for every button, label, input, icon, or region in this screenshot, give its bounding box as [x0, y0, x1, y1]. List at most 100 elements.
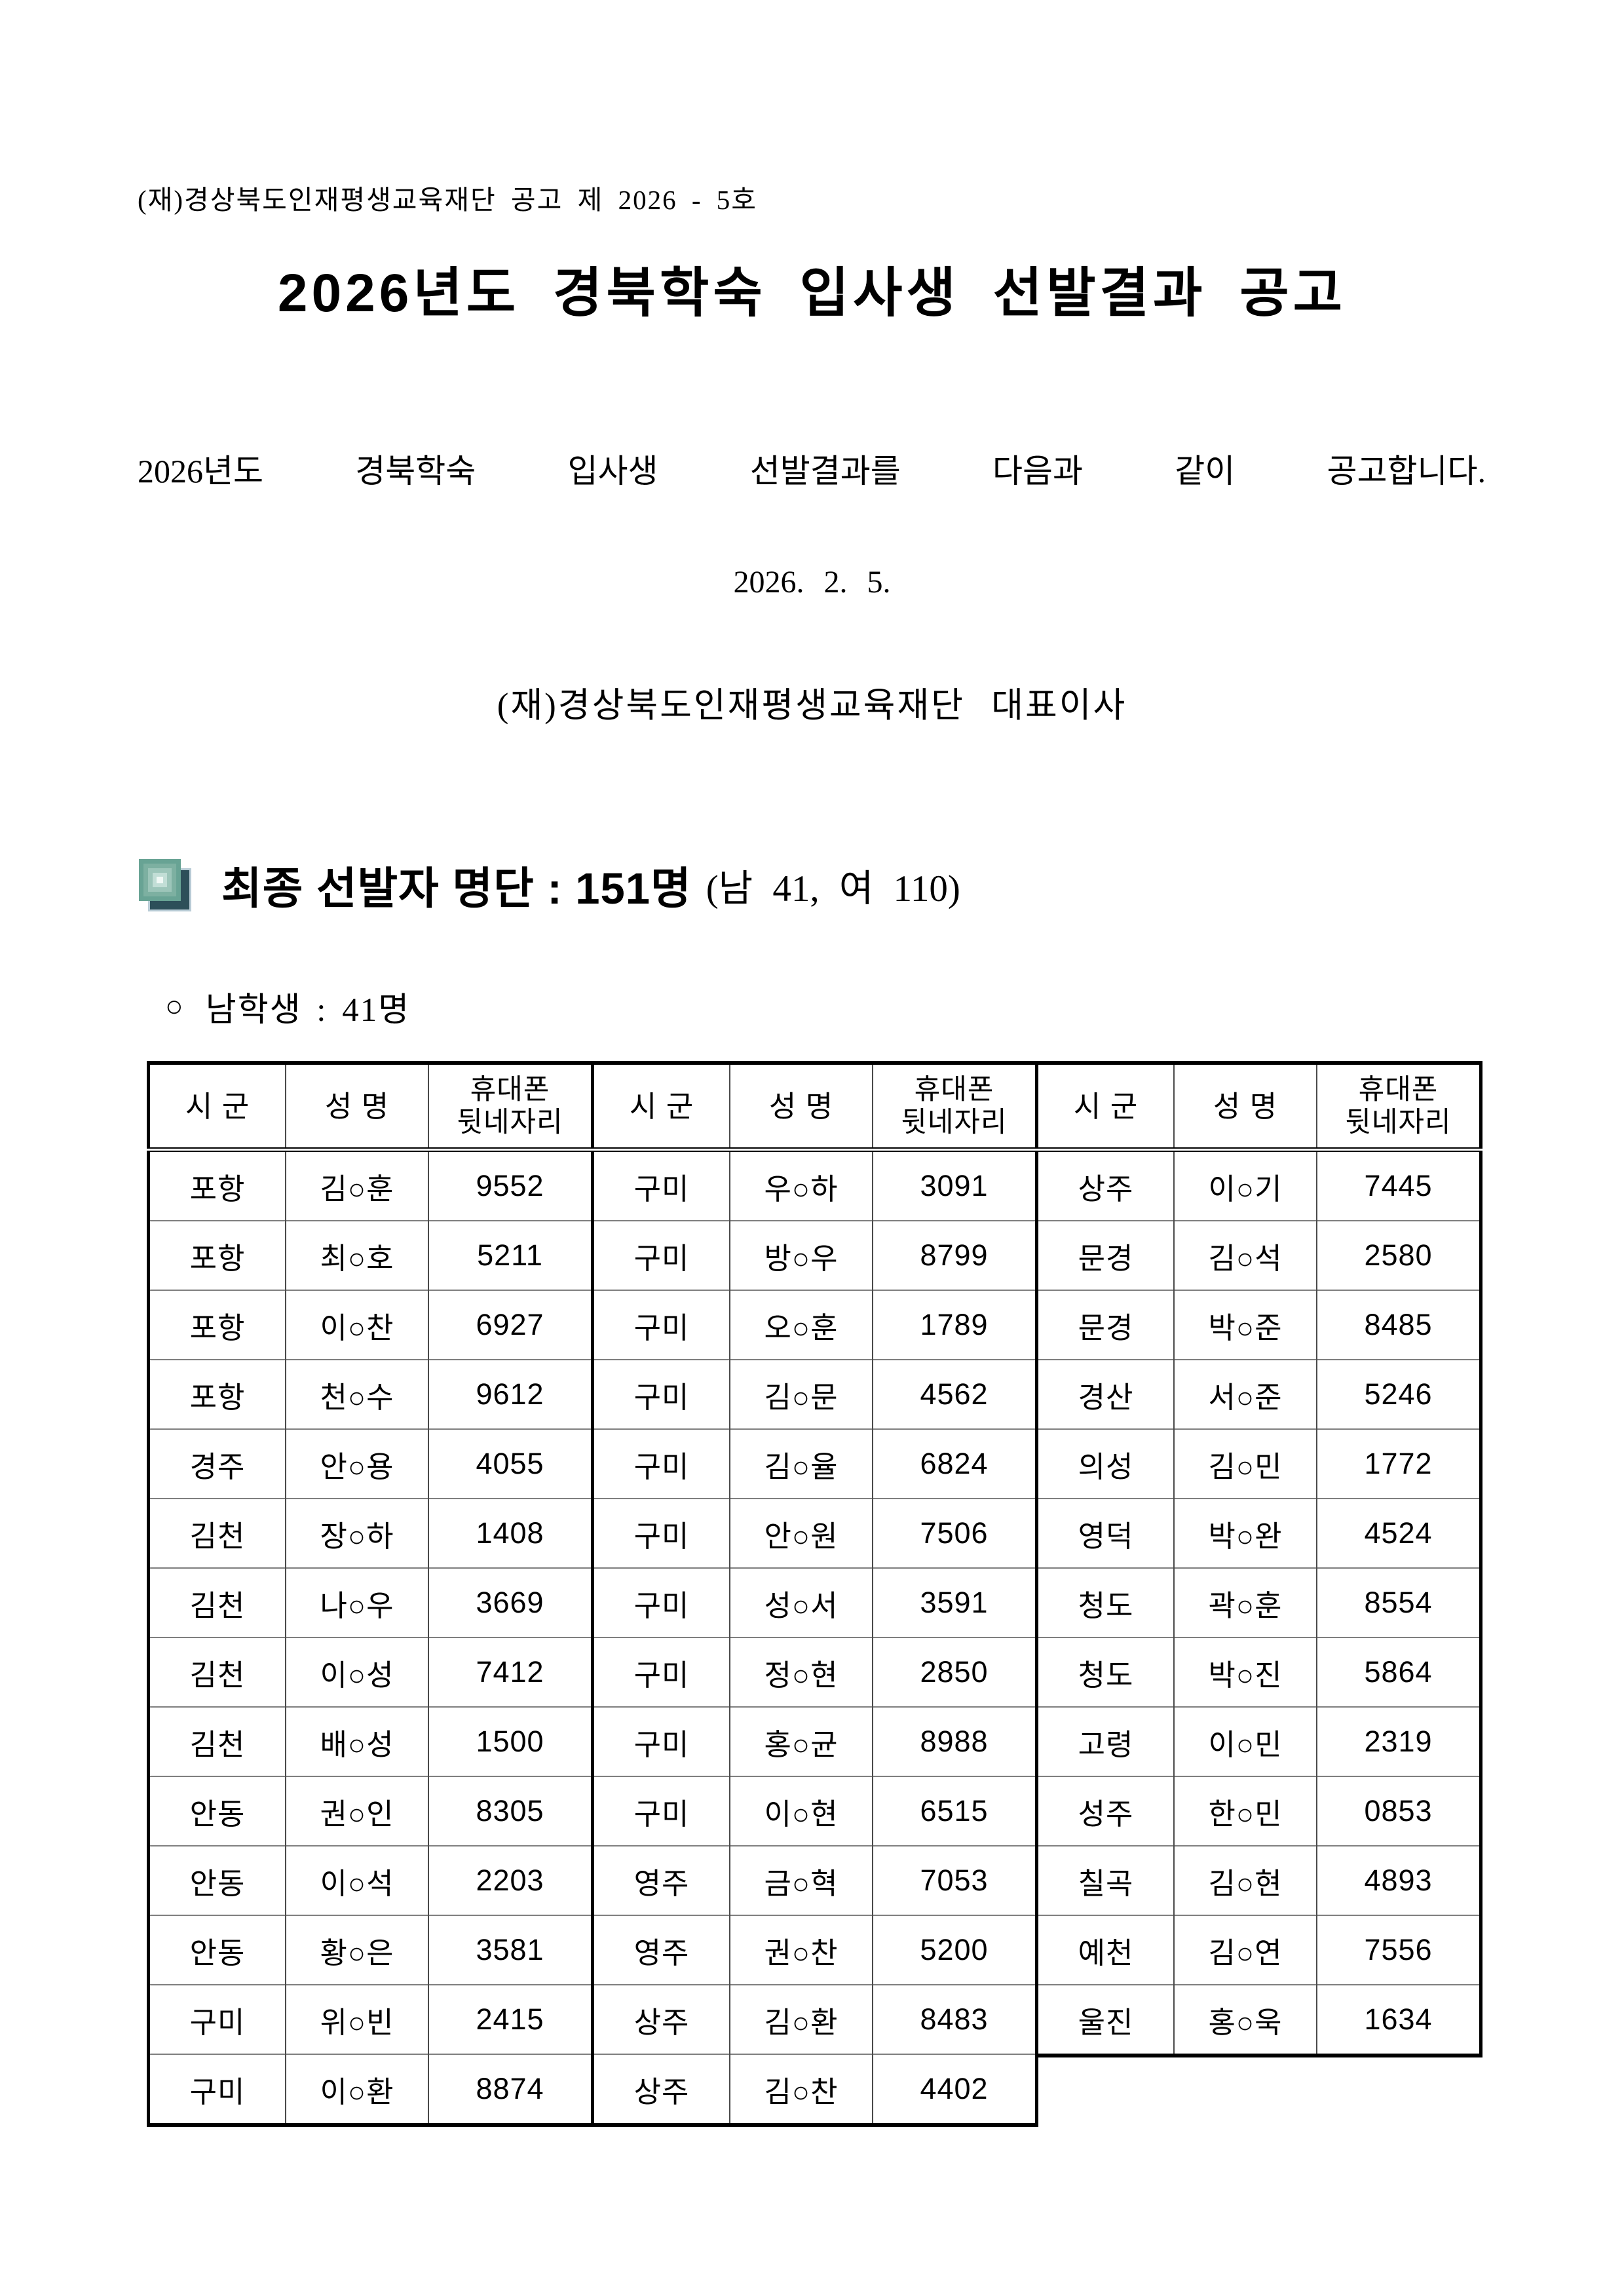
cell-sigun: 영주 — [594, 1845, 730, 1916]
column-header: 시 군 — [594, 1063, 730, 1153]
announcement-body: 2026년도 경북학숙 입사생 선발결과를 다음과 같이 공고합니다. — [138, 453, 1486, 490]
cell-phone: 7506 — [872, 1498, 1037, 1569]
cell-sigun: 경주 — [148, 1428, 286, 1499]
cell-sigun: 구미 — [594, 1290, 730, 1360]
column-header: 성 명 — [1173, 1063, 1317, 1153]
section-heading: 최종 선발자 명단 : 151명 — [221, 864, 692, 914]
cell-sigun: 청도 — [1038, 1637, 1174, 1708]
document-title: 2026년도 경북학숙 입사생 선발결과 공고 — [277, 263, 1347, 324]
column-header: 시 군 — [1038, 1063, 1174, 1153]
circle-bullet-icon: ○ — [165, 989, 183, 1024]
cell-sigun: 구미 — [148, 2054, 286, 2126]
cell-phone: 1634 — [1316, 1984, 1481, 2056]
cell-name: 황○은 — [285, 1915, 428, 1985]
column-header: 휴대폰 뒷네자리 — [1316, 1063, 1481, 1153]
cell-phone: 7445 — [1316, 1149, 1481, 1221]
table-row: 안동 황○은 3581 — [148, 1915, 593, 1985]
cell-name: 박○진 — [1173, 1637, 1317, 1708]
table-row: 구미 오○훈 1789 — [594, 1290, 1037, 1360]
table-row: 구미 성○서 3591 — [594, 1567, 1037, 1638]
cell-sigun: 안동 — [148, 1915, 286, 1985]
cell-phone: 1408 — [428, 1498, 593, 1569]
table-row: 김천 장○하 1408 — [148, 1498, 593, 1569]
cell-phone: 5246 — [1316, 1359, 1481, 1430]
table-row: 구미 정○현 2850 — [594, 1637, 1037, 1708]
cell-sigun: 문경 — [1038, 1220, 1174, 1291]
table-row: 구미 김○율 6824 — [594, 1428, 1037, 1499]
table-row: 성주 한○민 0853 — [1038, 1776, 1481, 1846]
cell-phone: 8483 — [872, 1984, 1037, 2055]
cell-name: 곽○훈 — [1173, 1567, 1317, 1638]
section-heading-note: (남 41, 여 110) — [706, 868, 960, 909]
cell-phone: 6515 — [872, 1776, 1037, 1846]
table-row: 김천 이○성 7412 — [148, 1637, 593, 1708]
cell-name: 김○환 — [729, 1984, 873, 2055]
cell-name: 김○현 — [1173, 1845, 1317, 1916]
cell-name: 김○민 — [1173, 1428, 1317, 1499]
cell-phone: 1772 — [1316, 1428, 1481, 1499]
table-row: 경산 서○준 5246 — [1038, 1359, 1481, 1430]
cell-phone: 3591 — [872, 1567, 1037, 1638]
cell-sigun: 김천 — [148, 1567, 286, 1638]
cell-name: 이○민 — [1173, 1706, 1317, 1777]
cell-sigun: 구미 — [594, 1428, 730, 1499]
cell-phone: 8799 — [872, 1220, 1037, 1291]
cell-phone: 2319 — [1316, 1706, 1481, 1777]
cell-name: 위○빈 — [285, 1984, 428, 2055]
cell-name: 한○민 — [1173, 1776, 1317, 1846]
cell-phone: 4893 — [1316, 1845, 1481, 1916]
cell-phone: 8874 — [428, 2054, 593, 2126]
cell-sigun: 상주 — [594, 2054, 730, 2126]
cell-sigun: 청도 — [1038, 1567, 1174, 1638]
cell-name: 김○연 — [1173, 1915, 1317, 1985]
cell-name: 방○우 — [729, 1220, 873, 1291]
cell-phone: 6927 — [428, 1290, 593, 1360]
cell-name: 이○현 — [729, 1776, 873, 1846]
table-row: 고령 이○민 2319 — [1038, 1706, 1481, 1777]
cell-sigun: 구미 — [594, 1567, 730, 1638]
table-row: 상주 김○환 8483 — [594, 1984, 1037, 2055]
cell-name: 김○문 — [729, 1359, 873, 1430]
cell-phone: 5864 — [1316, 1637, 1481, 1708]
cell-name: 김○찬 — [729, 2054, 873, 2126]
cell-name: 안○용 — [285, 1428, 428, 1499]
cell-name: 이○석 — [285, 1845, 428, 1916]
cell-sigun: 상주 — [594, 1984, 730, 2055]
notice-number: (재)경상북도인재평생교육재단 공고 제 2026 - 5호 — [138, 185, 757, 215]
table-row: 김천 나○우 3669 — [148, 1567, 593, 1638]
cell-phone: 4562 — [872, 1359, 1037, 1430]
cell-phone: 3091 — [872, 1149, 1037, 1221]
table-row: 상주 김○찬 4402 — [594, 2054, 1037, 2126]
cell-name: 박○완 — [1173, 1498, 1317, 1569]
table-row: 포항 김○훈 9552 — [149, 1149, 593, 1221]
cell-name: 금○혁 — [729, 1845, 873, 1916]
cell-name: 이○환 — [285, 2054, 428, 2126]
table-row: 경주 안○용 4055 — [148, 1428, 593, 1499]
cell-phone: 3581 — [428, 1915, 593, 1985]
cell-phone: 2850 — [872, 1637, 1037, 1708]
cell-name: 권○인 — [285, 1776, 428, 1846]
cell-phone: 9552 — [428, 1149, 593, 1221]
cell-sigun: 포항 — [148, 1359, 286, 1430]
column-header: 시 군 — [148, 1063, 286, 1153]
cell-name: 김○석 — [1173, 1220, 1317, 1291]
table-row: 영주 금○혁 7053 — [594, 1845, 1037, 1916]
table-row: 영덕 박○완 4524 — [1038, 1498, 1481, 1569]
cell-sigun: 성주 — [1038, 1776, 1174, 1846]
cell-sigun: 구미 — [594, 1637, 730, 1708]
cell-sigun: 구미 — [594, 1220, 730, 1291]
table-row: 포항 최○호 5211 — [148, 1220, 593, 1291]
cell-name: 안○원 — [729, 1498, 873, 1569]
cell-phone: 6824 — [872, 1428, 1037, 1499]
table-row: 칠곡 김○현 4893 — [1038, 1845, 1481, 1916]
cell-phone: 4402 — [872, 2054, 1037, 2126]
cell-sigun: 영주 — [594, 1915, 730, 1985]
cell-sigun: 경산 — [1038, 1359, 1174, 1430]
cell-sigun: 상주 — [1078, 1172, 1134, 1206]
cell-phone: 8485 — [1316, 1290, 1481, 1360]
cell-name: 김○율 — [729, 1428, 873, 1499]
table-row: 구미 우○하 3091 — [594, 1149, 1037, 1221]
